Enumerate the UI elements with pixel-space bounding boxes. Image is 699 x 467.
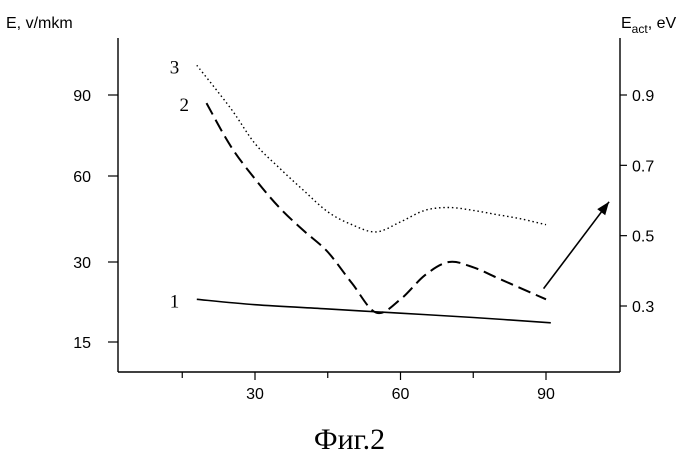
series-line-2 <box>207 103 547 313</box>
y-right-tick-label: 0.9 <box>632 88 654 105</box>
curve-labels: 1 23 <box>170 57 189 312</box>
right-axis-title-main: E <box>621 15 632 32</box>
right-axis-title-tail: , eV <box>648 15 677 32</box>
axis-arrow-head <box>597 202 609 215</box>
figure-caption: Фиг.2 <box>0 420 699 460</box>
y-right-tick-label: 0.7 <box>632 158 654 175</box>
y-left-tick-label: 90 <box>73 88 91 105</box>
y-left-tick-label: 30 <box>73 255 91 272</box>
x-tick-label: 90 <box>537 386 555 403</box>
y-left-tick-label: 60 <box>73 169 91 186</box>
series-line-3 <box>197 65 546 232</box>
y-left-tick-label: 15 <box>73 335 91 352</box>
ticks: 30 60 90 15 30 60 90 0.3 0.5 0.7 0.9 <box>73 88 654 403</box>
y-right-tick-label: 0.5 <box>632 229 654 246</box>
series-label-1: 1 <box>170 291 180 312</box>
x-tick-label: 60 <box>392 386 410 403</box>
y-right-tick-label: 0.3 <box>632 299 654 316</box>
curves <box>197 65 609 323</box>
left-axis-title: E, v/mkm <box>6 15 73 32</box>
x-tick-label: 30 <box>246 386 264 403</box>
right-axis-title-sub: act <box>632 22 649 36</box>
series-label-3: 3 <box>170 57 180 78</box>
axis-arrow-line <box>544 202 609 289</box>
right-axis-title: Eact, eV <box>621 15 676 36</box>
series-label-2: 2 <box>180 95 190 116</box>
